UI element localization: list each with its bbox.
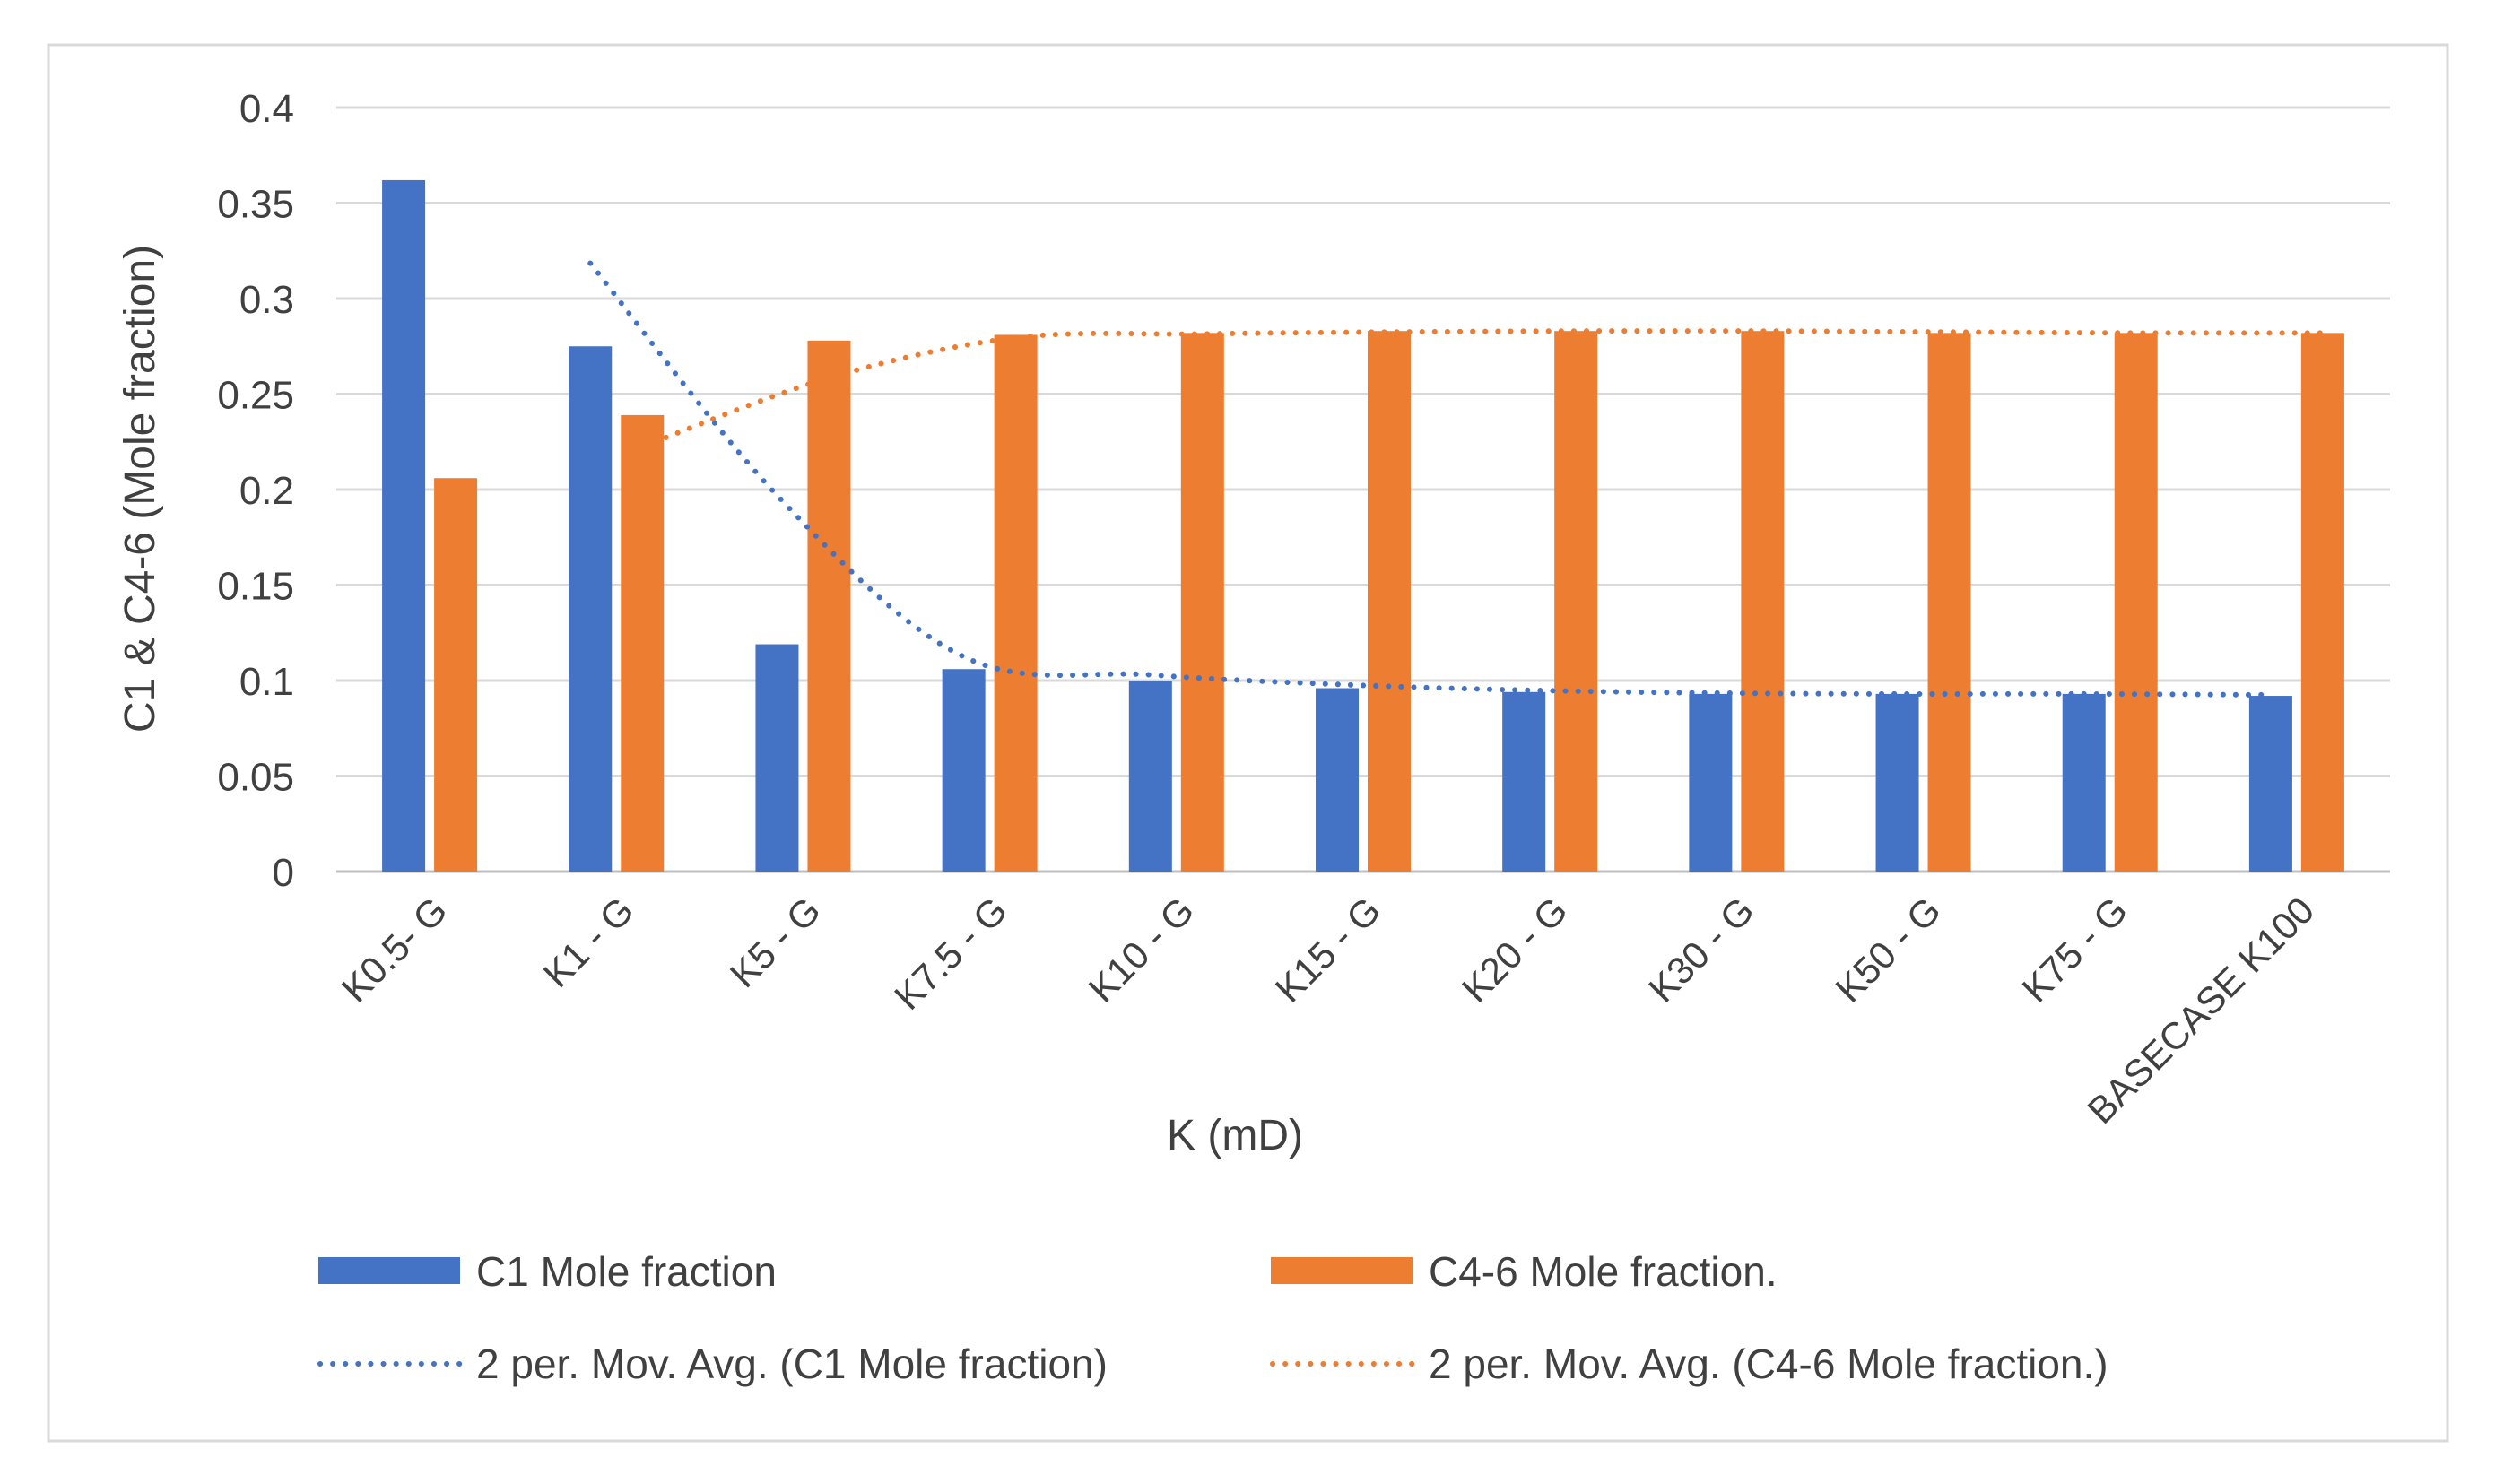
y-tick-labels: 0 0.05 0.1 0.15 0.2 0.25 0.3 0.35 0.4	[217, 87, 294, 895]
bar-c1-0	[382, 179, 426, 872]
bar-c4-6-6	[1554, 331, 1598, 872]
bar-c1-8	[1875, 693, 1919, 872]
trendline-c1	[587, 260, 2273, 698]
y-tick-label: 0	[273, 851, 294, 895]
trendlines	[587, 260, 2325, 698]
bar-c4-6-1	[621, 414, 665, 872]
legend-c1: C1 Mole fraction	[318, 1248, 777, 1295]
y-tick-label: 0.2	[239, 469, 294, 513]
legend-c4-6-swatch	[1271, 1257, 1413, 1284]
bars	[382, 179, 2344, 872]
bar-c4-6-8	[1927, 333, 1971, 872]
bar-c1-6	[1502, 691, 1546, 872]
bar-c1-5	[1316, 688, 1359, 872]
legend-mavg-c1-label: 2 per. Mov. Avg. (C1 Mole fraction)	[476, 1341, 1108, 1387]
legend-c1-label: C1 Mole fraction	[476, 1248, 777, 1295]
trendline-c4-6	[639, 328, 2325, 450]
y-tick-label: 0.25	[217, 374, 294, 418]
bar-c1-3	[942, 669, 986, 872]
bar-c4-6-0	[434, 478, 478, 872]
bar-c4-6-4	[1180, 333, 1224, 872]
legend-mavg-c4-6-label: 2 per. Mov. Avg. (C4-6 Mole fraction.)	[1429, 1341, 2108, 1387]
gridlines	[336, 106, 2390, 873]
legend: C1 Mole fraction C4-6 Mole fraction. 2 per…	[317, 1248, 2108, 1387]
y-tick-label: 0.1	[239, 660, 294, 704]
y-tick-label: 0.35	[217, 183, 294, 227]
bar-c1-4	[1128, 681, 1172, 872]
legend-mavg-c1: 2 per. Mov. Avg. (C1 Mole fraction)	[317, 1341, 1108, 1387]
bar-c1-1	[569, 346, 613, 872]
bar-c4-6-3	[994, 334, 1038, 872]
y-axis-title: C1 & C4-6 (Mole fraction)	[117, 245, 164, 733]
legend-c4-6-label: C4-6 Mole fraction.	[1429, 1248, 1778, 1295]
bar-c1-2	[755, 644, 799, 872]
bar-c4-6-7	[1741, 331, 1785, 872]
bar-c4-6-10	[2300, 333, 2344, 872]
y-tick-label: 0.15	[217, 565, 294, 609]
bar-c1-10	[2248, 696, 2292, 872]
bar-c4-6-9	[2114, 333, 2158, 872]
y-tick-label: 0.3	[239, 278, 294, 322]
bar-c4-6-5	[1368, 331, 1411, 872]
y-tick-label: 0.05	[217, 756, 294, 800]
legend-mavg-c4-6: 2 per. Mov. Avg. (C4-6 Mole fraction.)	[1270, 1341, 2108, 1387]
x-axis-title: K (mD)	[1167, 1112, 1303, 1159]
legend-c1-swatch	[318, 1257, 460, 1284]
bar-c4-6-2	[807, 340, 851, 872]
bar-c1-9	[2062, 693, 2106, 872]
legend-c4-6: C4-6 Mole fraction.	[1271, 1248, 1778, 1295]
bar-c1-7	[1689, 693, 1733, 872]
y-tick-label: 0.4	[239, 87, 294, 131]
